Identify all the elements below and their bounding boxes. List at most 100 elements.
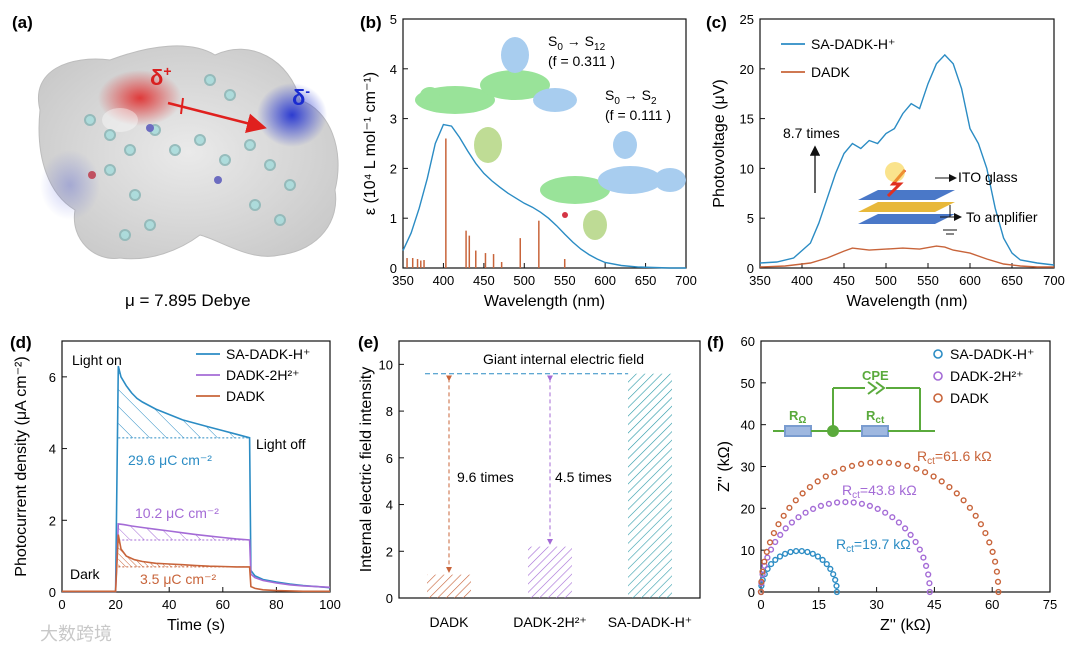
x-tick-label: 350 [392,273,414,288]
data-point-0 [833,582,840,590]
panel-label-f: (f) [707,333,724,352]
data-point-2 [867,459,874,466]
data-point-2 [982,529,989,537]
panel-d: (d) 0 20 40 60 80 100 0 2 4 6 Time (s) Photocurrent… [10,333,341,634]
charge-area-0 [118,366,250,438]
y-tick-label: 0 [747,261,754,276]
data-point-2 [766,539,774,546]
y-tick-label: 50 [741,376,755,391]
data-point-2 [786,504,793,511]
data-point-1 [874,505,881,513]
data-point-2 [876,459,883,466]
data-point-1 [882,509,889,516]
delta-minus-label: δ- [292,83,310,110]
legend-entry: DADK [811,64,851,80]
panel-label-c: (c) [706,13,727,32]
x-tick-label: 700 [675,273,697,288]
y-tick-label: 20 [740,62,754,77]
data-point-0 [827,565,834,573]
category-label: SA-DADK-H⁺ [608,614,692,630]
y-tick-label: 10 [741,543,755,558]
panel-c: (c) 350 400 450 500 550 600 650 700 0 5 10 15 20 25 Wa… [706,12,1065,310]
data-point-1 [795,514,802,521]
data-point-1 [907,531,914,539]
data-point-2 [757,588,765,596]
absorption-line [402,123,686,269]
series-line-0 [62,365,331,593]
legend-entry: SA-DADK-H⁺ [950,346,1034,362]
data-point-2 [848,462,856,470]
x-tick-label: 20 [108,597,122,612]
x-tick-label: 600 [959,273,981,288]
data-point-0 [776,553,784,560]
data-point-2 [946,484,953,491]
y-tick-label: 8 [386,404,393,419]
panel-label-b: (b) [360,13,382,32]
y-tick-label: 6 [386,451,393,466]
y-axis-label: Z'' (kΩ) [716,441,733,492]
chart-b: 350 400 450 500 550 600 650 700 0 1 2 3 4 5 Wavelength… [362,12,697,310]
times-label-e2: 4.5 times [555,469,612,485]
data-point-0 [798,547,805,555]
y-tick-label: 10 [379,357,393,372]
chart-d: 0 20 40 60 80 100 0 2 4 6 Time (s) Photocurrent den… [13,340,341,634]
x-tick-label: 30 [869,597,883,612]
light-off-label: Light off [256,436,306,452]
x-tick-label: 60 [216,597,230,612]
panel-label-a: (a) [12,13,33,32]
data-point-2 [831,469,838,476]
amplifier-label: To amplifier [966,209,1038,225]
x-axis-label: Wavelength (nm) [484,293,605,310]
x-tick-label: 550 [554,273,576,288]
data-point-2 [993,568,1001,575]
category-label: DADK [430,614,470,630]
chart-f: 0 15 30 45 60 75 0 10 20 30 40 50 60 Z'' (kΩ) Z'' (kΩ)… [716,334,1057,634]
legend-marker [933,393,943,403]
data-point-2 [758,578,765,585]
panel-a: (a) δ+ δ- μ = 7.895 Debye [12,13,339,310]
ito-glass-label: ITO glass [958,169,1018,185]
data-point-1 [858,500,866,507]
data-point-2 [839,465,847,472]
watermark: 大数跨境 [40,624,112,644]
bar-2 [628,373,672,598]
transition-label-2: S0 → S2 [605,87,657,107]
data-point-1 [782,525,789,532]
panel-f: (f) 0 15 30 45 60 75 0 10 20 30 40 50 60 Z'' (kΩ) Z'' … [707,333,1057,634]
data-point-1 [809,505,817,513]
data-point-1 [850,499,857,506]
charge-label-1: 29.6 μC cm⁻² [128,452,212,468]
data-point-2 [995,588,1002,596]
x-tick-label: 400 [433,273,455,288]
y-tick-label: 4 [390,62,397,77]
data-point-0 [814,553,822,560]
data-point-2 [989,548,996,556]
bar-0 [427,574,471,598]
y-tick-label: 6 [49,370,56,385]
series-line-1 [62,522,331,593]
data-point-2 [921,469,929,476]
y-tick-label: 10 [740,161,754,176]
y-tick-label: 3 [390,112,397,127]
y-tick-label: 2 [49,513,56,528]
data-point-1 [772,538,779,546]
data-point-1 [912,538,919,546]
data-point-1 [764,554,771,561]
plot-frame [61,340,331,593]
legend-entry: DADK-2H²⁺ [226,367,300,383]
plot-frame [759,18,1055,269]
data-point-2 [986,539,993,546]
data-point-2 [913,465,920,472]
data-point-2 [822,473,829,480]
data-point-0 [804,548,811,556]
oscillator-2: (f = 0.111 ) [605,107,671,123]
charge-label-2: 10.2 μC cm⁻² [135,505,219,521]
legend-entry: SA-DADK-H⁺ [226,346,310,362]
orbital-picture-2 [540,131,686,240]
data-point-2 [775,521,782,528]
chart-c: 350 400 450 500 550 600 650 700 0 5 10 15 20 25 Wavele… [711,12,1065,310]
panel-label-d: (d) [10,333,32,352]
data-point-2 [960,497,967,504]
data-point-2 [780,512,787,519]
